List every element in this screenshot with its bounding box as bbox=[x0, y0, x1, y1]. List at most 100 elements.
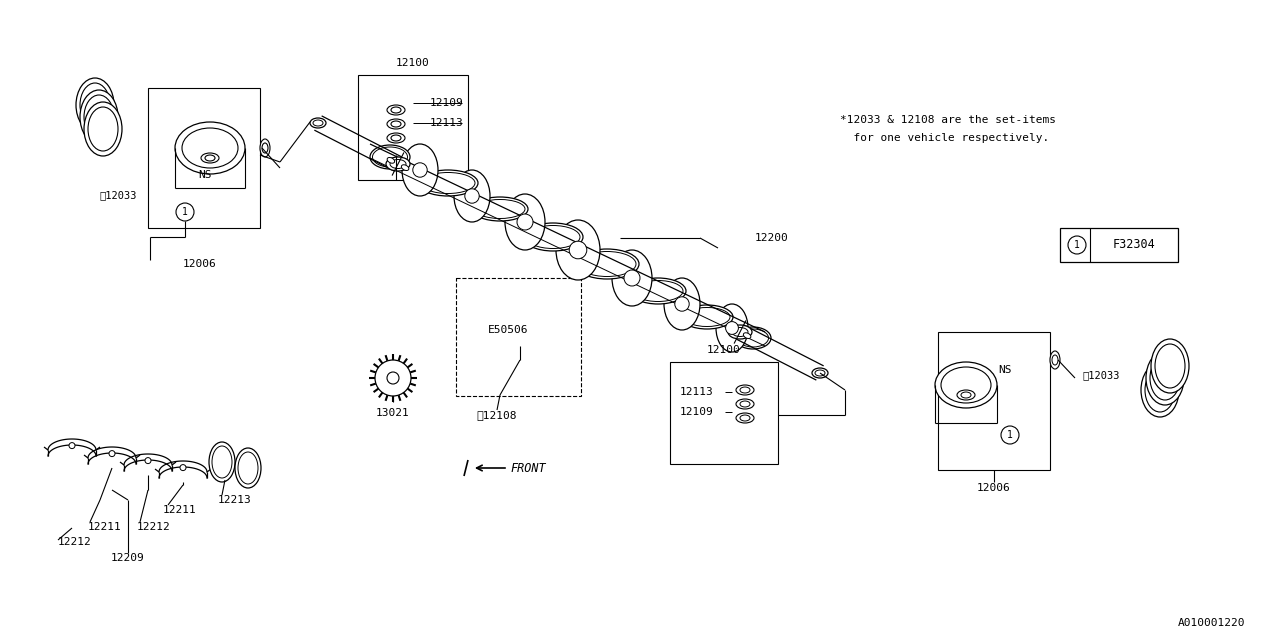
Circle shape bbox=[177, 203, 195, 221]
Circle shape bbox=[412, 163, 428, 177]
Ellipse shape bbox=[506, 194, 545, 250]
Ellipse shape bbox=[634, 280, 684, 301]
Ellipse shape bbox=[209, 442, 236, 482]
Text: FRONT: FRONT bbox=[509, 461, 545, 474]
Ellipse shape bbox=[76, 78, 114, 132]
Bar bbox=[358, 75, 468, 180]
Ellipse shape bbox=[387, 133, 404, 143]
Ellipse shape bbox=[735, 327, 771, 349]
Circle shape bbox=[69, 443, 76, 449]
Circle shape bbox=[109, 451, 115, 456]
Ellipse shape bbox=[1155, 344, 1185, 388]
Text: 12006: 12006 bbox=[183, 259, 216, 269]
Ellipse shape bbox=[390, 107, 401, 113]
Ellipse shape bbox=[88, 107, 118, 151]
Ellipse shape bbox=[941, 367, 991, 403]
Text: ※12033: ※12033 bbox=[100, 190, 137, 200]
Circle shape bbox=[726, 321, 739, 334]
Ellipse shape bbox=[314, 120, 323, 126]
Ellipse shape bbox=[402, 164, 408, 170]
Ellipse shape bbox=[740, 387, 750, 393]
Ellipse shape bbox=[387, 157, 410, 171]
Circle shape bbox=[387, 372, 399, 384]
Ellipse shape bbox=[79, 90, 118, 144]
Text: 12100: 12100 bbox=[396, 58, 430, 68]
Ellipse shape bbox=[730, 326, 736, 332]
Text: 12211: 12211 bbox=[163, 505, 197, 515]
Ellipse shape bbox=[260, 139, 270, 157]
Circle shape bbox=[675, 297, 689, 311]
Ellipse shape bbox=[390, 135, 401, 141]
Ellipse shape bbox=[262, 143, 268, 153]
Text: 12100: 12100 bbox=[707, 345, 741, 355]
Ellipse shape bbox=[182, 128, 238, 168]
Ellipse shape bbox=[737, 329, 768, 347]
Text: E50506: E50506 bbox=[488, 325, 529, 335]
Circle shape bbox=[1001, 426, 1019, 444]
Ellipse shape bbox=[472, 197, 529, 221]
Ellipse shape bbox=[934, 362, 997, 408]
Ellipse shape bbox=[421, 173, 475, 193]
Text: 1: 1 bbox=[1074, 240, 1080, 250]
Ellipse shape bbox=[390, 159, 406, 168]
Ellipse shape bbox=[387, 157, 394, 163]
Bar bbox=[1060, 228, 1178, 262]
Ellipse shape bbox=[1149, 356, 1180, 400]
Ellipse shape bbox=[310, 118, 326, 128]
Ellipse shape bbox=[736, 385, 754, 395]
Ellipse shape bbox=[684, 307, 730, 326]
Circle shape bbox=[375, 360, 411, 396]
Circle shape bbox=[145, 458, 151, 463]
Circle shape bbox=[465, 189, 479, 203]
Ellipse shape bbox=[612, 250, 652, 306]
Ellipse shape bbox=[79, 83, 110, 127]
Ellipse shape bbox=[1146, 351, 1184, 405]
Ellipse shape bbox=[579, 252, 636, 276]
Ellipse shape bbox=[630, 278, 686, 304]
Text: ※12033: ※12033 bbox=[1082, 370, 1120, 380]
Ellipse shape bbox=[201, 153, 219, 163]
Ellipse shape bbox=[815, 370, 826, 376]
Text: 12109: 12109 bbox=[429, 98, 463, 108]
Ellipse shape bbox=[212, 446, 232, 478]
Ellipse shape bbox=[740, 401, 750, 407]
Text: F32304: F32304 bbox=[1112, 239, 1156, 252]
Ellipse shape bbox=[1140, 363, 1179, 417]
Circle shape bbox=[180, 465, 186, 470]
Ellipse shape bbox=[402, 144, 438, 196]
Ellipse shape bbox=[744, 333, 751, 339]
Ellipse shape bbox=[175, 122, 244, 174]
Ellipse shape bbox=[1146, 368, 1175, 412]
Text: 12109: 12109 bbox=[680, 407, 714, 417]
Ellipse shape bbox=[556, 220, 600, 280]
Ellipse shape bbox=[370, 145, 410, 169]
Text: 12212: 12212 bbox=[137, 522, 170, 532]
Ellipse shape bbox=[732, 328, 748, 337]
Text: 12113: 12113 bbox=[680, 387, 714, 397]
Text: NS: NS bbox=[198, 170, 211, 180]
Ellipse shape bbox=[84, 102, 122, 156]
Ellipse shape bbox=[736, 413, 754, 423]
Ellipse shape bbox=[812, 368, 828, 378]
Text: for one vehicle respectively.: for one vehicle respectively. bbox=[840, 133, 1050, 143]
Ellipse shape bbox=[387, 105, 404, 115]
Ellipse shape bbox=[387, 119, 404, 129]
Bar bbox=[148, 88, 260, 228]
Ellipse shape bbox=[1050, 351, 1060, 369]
Ellipse shape bbox=[205, 155, 215, 161]
Ellipse shape bbox=[419, 170, 477, 196]
Ellipse shape bbox=[475, 200, 525, 218]
Ellipse shape bbox=[740, 415, 750, 421]
Text: 12113: 12113 bbox=[429, 118, 463, 128]
Text: 12211: 12211 bbox=[88, 522, 122, 532]
Text: 12213: 12213 bbox=[218, 495, 252, 505]
Ellipse shape bbox=[524, 223, 582, 251]
Ellipse shape bbox=[961, 392, 972, 398]
Ellipse shape bbox=[238, 452, 259, 484]
Text: 13021: 13021 bbox=[376, 408, 410, 418]
Ellipse shape bbox=[372, 147, 407, 167]
Ellipse shape bbox=[957, 390, 975, 400]
Circle shape bbox=[625, 270, 640, 286]
Text: 1: 1 bbox=[182, 207, 188, 217]
Ellipse shape bbox=[1151, 339, 1189, 393]
